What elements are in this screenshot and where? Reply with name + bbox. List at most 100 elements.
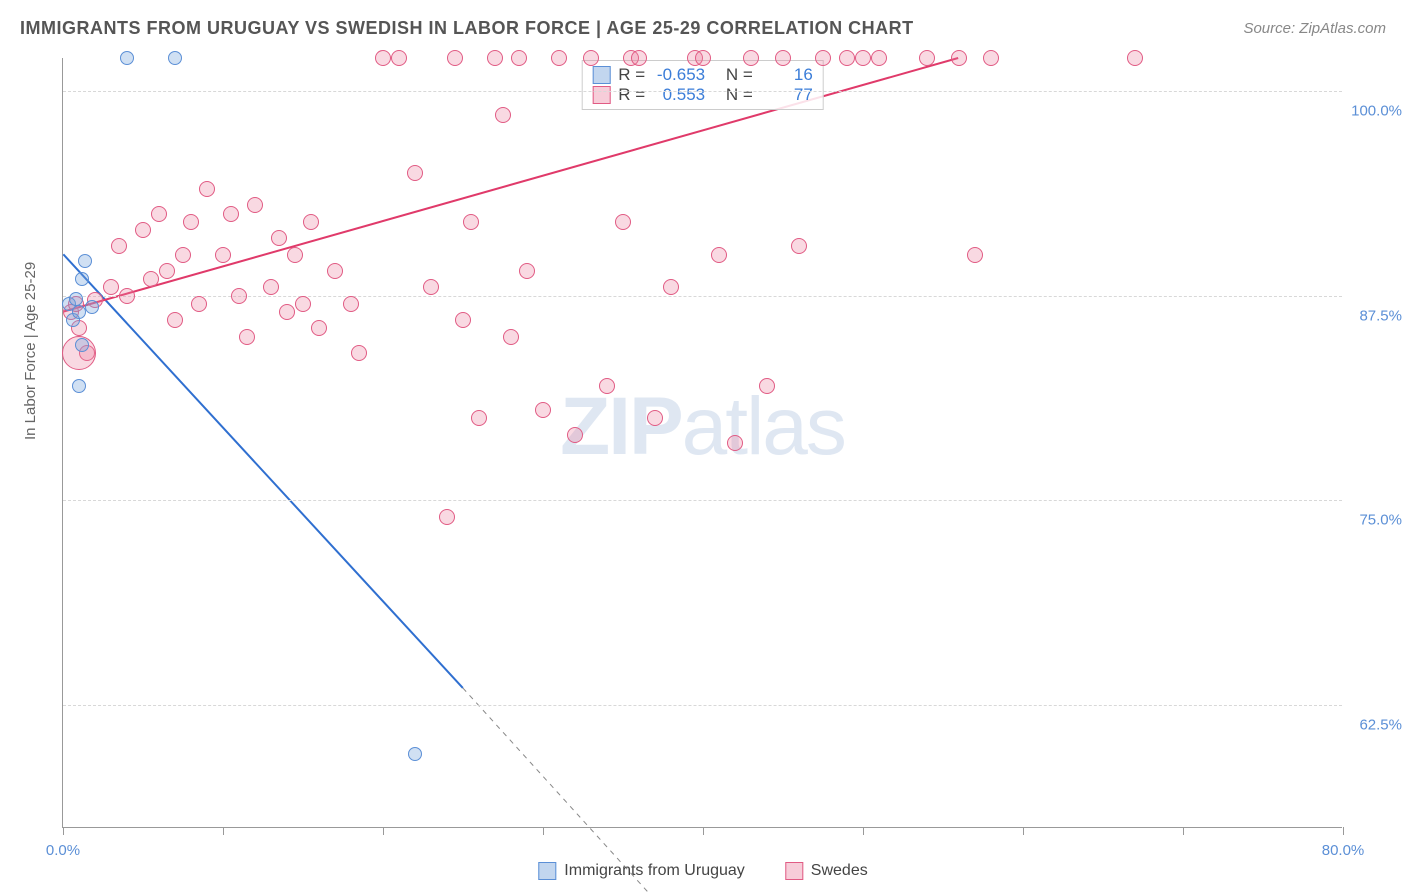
regression-line — [63, 254, 462, 688]
scatter-point-uruguay — [120, 51, 134, 65]
scatter-point-swedes — [439, 509, 455, 525]
scatter-point-swedes — [967, 247, 983, 263]
scatter-point-uruguay — [85, 300, 99, 314]
scatter-point-swedes — [775, 50, 791, 66]
x-tick — [863, 827, 864, 835]
scatter-point-swedes — [271, 230, 287, 246]
scatter-point-swedes — [663, 279, 679, 295]
scatter-point-swedes — [839, 50, 855, 66]
scatter-point-swedes — [511, 50, 527, 66]
scatter-point-swedes — [119, 288, 135, 304]
stats-box: R = -0.653 N = 16 R = 0.553 N = 77 — [581, 60, 824, 110]
scatter-point-swedes — [495, 107, 511, 123]
scatter-point-swedes — [423, 279, 439, 295]
scatter-point-swedes — [167, 312, 183, 328]
scatter-point-swedes — [1127, 50, 1143, 66]
legend-item-uruguay: Immigrants from Uruguay — [538, 862, 745, 880]
scatter-point-swedes — [151, 206, 167, 222]
x-tick — [543, 827, 544, 835]
watermark: ZIPatlas — [560, 380, 845, 474]
scatter-point-swedes — [407, 165, 423, 181]
scatter-point-swedes — [175, 247, 191, 263]
x-tick — [1023, 827, 1024, 835]
scatter-point-uruguay — [75, 272, 89, 286]
x-tick — [63, 827, 64, 835]
scatter-point-swedes — [343, 296, 359, 312]
scatter-point-swedes — [311, 320, 327, 336]
scatter-point-swedes — [871, 50, 887, 66]
y-tick-label: 62.5% — [1347, 717, 1402, 734]
scatter-point-swedes — [631, 50, 647, 66]
legend-label-uruguay: Immigrants from Uruguay — [564, 862, 745, 880]
scatter-point-swedes — [919, 50, 935, 66]
bottom-legend: Immigrants from Uruguay Swedes — [538, 862, 867, 880]
stats-row-swedes: R = 0.553 N = 77 — [592, 85, 813, 105]
scatter-point-swedes — [103, 279, 119, 295]
source-attribution: Source: ZipAtlas.com — [1243, 20, 1386, 37]
scatter-point-swedes — [183, 214, 199, 230]
scatter-point-swedes — [327, 263, 343, 279]
scatter-point-swedes — [303, 214, 319, 230]
scatter-point-swedes — [951, 50, 967, 66]
gridline — [63, 296, 1342, 297]
plot-area: ZIPatlas R = -0.653 N = 16 R = 0.553 N =… — [62, 58, 1342, 828]
r-value-swedes: 0.553 — [653, 85, 705, 105]
scatter-point-swedes — [215, 247, 231, 263]
scatter-point-swedes — [727, 435, 743, 451]
chart-title: IMMIGRANTS FROM URUGUAY VS SWEDISH IN LA… — [20, 18, 914, 39]
scatter-point-swedes — [615, 214, 631, 230]
scatter-point-swedes — [695, 50, 711, 66]
scatter-point-swedes — [471, 410, 487, 426]
regression-line — [63, 58, 958, 312]
scatter-point-swedes — [223, 206, 239, 222]
n-value-uruguay: 16 — [761, 65, 813, 85]
watermark-rest: atlas — [682, 381, 845, 472]
scatter-point-swedes — [583, 50, 599, 66]
y-axis-label: In Labor Force | Age 25-29 — [22, 262, 39, 440]
regression-lines — [63, 58, 1342, 827]
scatter-point-swedes — [447, 50, 463, 66]
gridline — [63, 91, 1342, 92]
gridline — [63, 705, 1342, 706]
scatter-point-uruguay — [72, 379, 86, 393]
n-label: N = — [726, 65, 753, 85]
scatter-point-swedes — [231, 288, 247, 304]
legend-swatch-uruguay — [538, 862, 556, 880]
x-tick — [1343, 827, 1344, 835]
scatter-point-swedes — [855, 50, 871, 66]
r-label: R = — [618, 65, 645, 85]
scatter-point-swedes — [135, 222, 151, 238]
y-tick-label: 75.0% — [1347, 512, 1402, 529]
scatter-point-swedes — [159, 263, 175, 279]
scatter-point-swedes — [263, 279, 279, 295]
scatter-point-swedes — [551, 50, 567, 66]
gridline — [63, 500, 1342, 501]
scatter-point-swedes — [983, 50, 999, 66]
scatter-point-swedes — [239, 329, 255, 345]
scatter-point-swedes — [487, 50, 503, 66]
scatter-point-swedes — [519, 263, 535, 279]
x-tick — [223, 827, 224, 835]
scatter-point-swedes — [647, 410, 663, 426]
r-label: R = — [618, 85, 645, 105]
scatter-point-uruguay — [168, 51, 182, 65]
swatch-uruguay — [592, 66, 610, 84]
r-value-uruguay: -0.653 — [653, 65, 705, 85]
scatter-point-swedes — [351, 345, 367, 361]
scatter-point-swedes — [711, 247, 727, 263]
scatter-point-swedes — [391, 50, 407, 66]
scatter-point-swedes — [759, 378, 775, 394]
scatter-point-swedes — [279, 304, 295, 320]
scatter-point-swedes — [791, 238, 807, 254]
x-tick — [703, 827, 704, 835]
scatter-point-uruguay — [78, 254, 92, 268]
scatter-point-swedes — [535, 402, 551, 418]
n-label: N = — [726, 85, 753, 105]
n-value-swedes: 77 — [761, 85, 813, 105]
y-tick-label: 87.5% — [1347, 307, 1402, 324]
scatter-point-swedes — [503, 329, 519, 345]
scatter-point-swedes — [295, 296, 311, 312]
x-tick — [1183, 827, 1184, 835]
scatter-point-swedes — [743, 50, 759, 66]
scatter-point-swedes — [463, 214, 479, 230]
